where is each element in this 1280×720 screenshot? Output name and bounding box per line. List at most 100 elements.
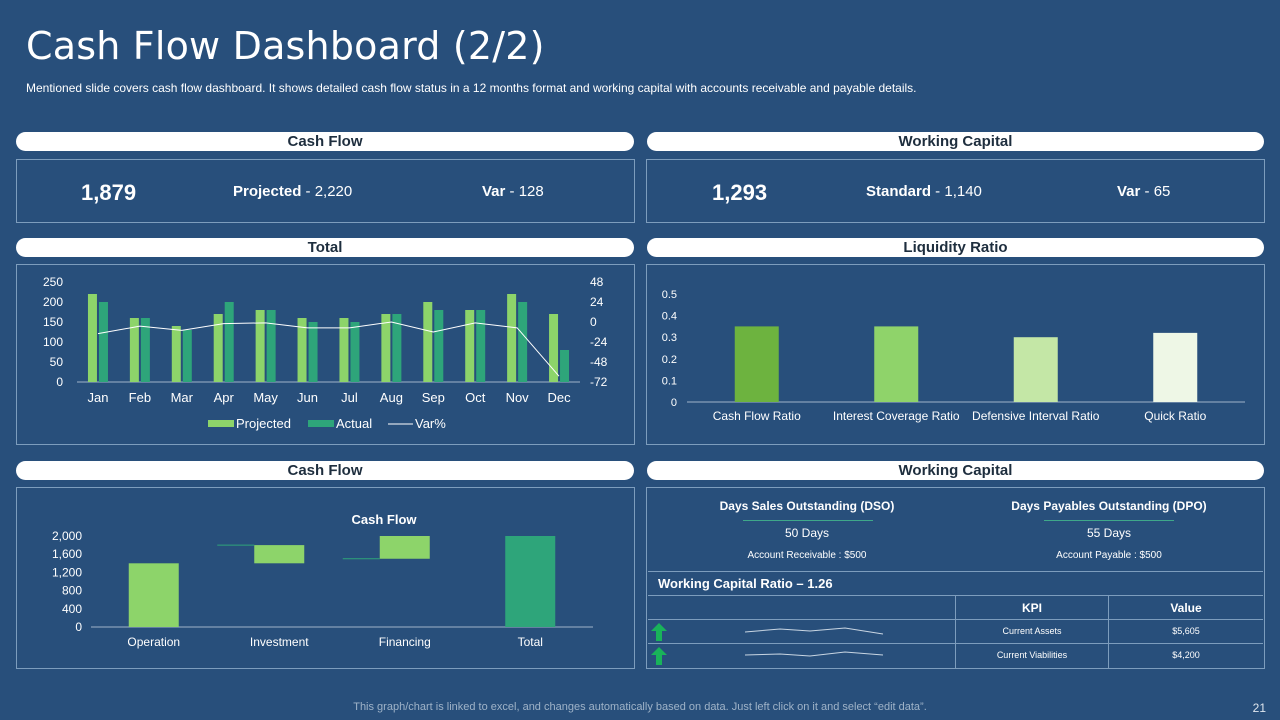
x-tick-label: Financing [379, 635, 431, 649]
projected-bar [465, 310, 475, 382]
working-capital-details-box: Days Sales Outstanding (DSO) 50 Days Acc… [646, 487, 1265, 669]
actual-bar [434, 310, 444, 382]
projected-bar [255, 310, 265, 382]
x-tick-label: Apr [214, 390, 235, 405]
dpo-sub: Account Payable : $500 [1056, 550, 1162, 561]
x-tick-label: Investment [250, 635, 309, 649]
y-tick-label: 0.4 [662, 311, 677, 323]
x-tick-label: Operation [127, 635, 180, 649]
waterfall-bar [379, 536, 430, 559]
legend-var-label: Var% [415, 416, 446, 431]
cash-flow-header: Cash Flow [16, 132, 634, 151]
actual-bar [98, 302, 108, 382]
liquidity-bar [734, 326, 779, 402]
actual-bar [266, 310, 276, 382]
working-capital-var: Var - 65 [1117, 183, 1171, 200]
legend-projected-label: Projected [236, 416, 291, 431]
x-tick-label: Cash Flow Ratio [713, 409, 801, 423]
page-subtitle: Mentioned slide covers cash flow dashboa… [26, 81, 917, 95]
working-capital-standard: Standard - 1,140 [866, 183, 982, 200]
actual-bar [308, 322, 318, 382]
projected-bar [507, 294, 517, 382]
liquidity-chart-box: 0.5 0.4 0.3 0.2 0.1 0 Cash Flow Ratio Interest … [646, 264, 1265, 445]
cash-flow-projected: Projected - 2,220 [233, 183, 353, 200]
table-header-kpi: KPI [1021, 601, 1042, 615]
projected-bar [87, 294, 97, 382]
y-tick-label: 0.5 [662, 289, 677, 301]
projected-bar [549, 314, 559, 382]
x-tick-label: Interest Coverage Ratio [833, 409, 960, 423]
actual-bar [560, 350, 570, 382]
dpo-value: 55 Days [1086, 526, 1132, 540]
working-capital-details-header: Working Capital [647, 461, 1264, 480]
actual-bar [224, 302, 234, 382]
page-number: 21 [1252, 701, 1266, 715]
y-tick-label: 400 [62, 602, 82, 616]
waterfall-bar [128, 563, 179, 627]
y-tick-label: 0.1 [662, 375, 677, 387]
y-tick-label: 1,600 [52, 547, 82, 561]
actual-bar [518, 302, 528, 382]
x-tick-label: Feb [129, 390, 151, 405]
x-tick-label: Jul [341, 390, 358, 405]
cash-flow-waterfall-header: Cash Flow [16, 461, 634, 480]
total-chart[interactable]: 250 200 150 100 50 0 48 24 0 -24 -48 -72 Jan Feb Mar Ap… [17, 265, 634, 444]
liquidity-chart[interactable]: 0.5 0.4 0.3 0.2 0.1 0 Cash Flow Ratio Interest … [647, 265, 1264, 444]
x-tick-label: Jun [297, 390, 318, 405]
cash-flow-var: Var - 128 [482, 183, 544, 200]
legend-actual-swatch [308, 420, 334, 427]
projected-bar [381, 314, 391, 382]
up-arrow-icon [651, 647, 667, 665]
actual-bar [182, 330, 192, 382]
value-cell: $4,200 [1172, 650, 1200, 660]
dso-label: Days Sales Outstanding (DSO) [719, 499, 895, 513]
working-capital-ratio: Working Capital Ratio – 1.26 [658, 576, 833, 591]
liquidity-bar [874, 326, 919, 402]
y-tick-label: 1,200 [52, 565, 82, 579]
waterfall-chart[interactable]: Cash Flow 2,000 1,600 1,200 800 400 0 Operation… [17, 488, 634, 668]
working-capital-kpi-box: 1,293 Standard - 1,140 Var - 65 [646, 159, 1265, 223]
footer-note: This graph/chart is linked to excel, and… [353, 701, 927, 713]
y-tick-label: 200 [43, 295, 63, 309]
sparkline [745, 627, 884, 635]
x-tick-label: Nov [506, 390, 530, 405]
y-tick-label: 0 [75, 620, 82, 634]
y-tick-label: 0 [671, 397, 677, 409]
waterfall-chart-box: Cash Flow 2,000 1,600 1,200 800 400 0 Operation… [16, 487, 635, 669]
legend-actual-label: Actual [336, 416, 372, 431]
working-capital-value: 1,293 [712, 180, 768, 205]
dso-divider [743, 520, 873, 521]
x-tick-label: May [253, 390, 278, 405]
y2-tick-label: -72 [590, 375, 608, 389]
y-tick-label: 0.2 [662, 354, 677, 366]
projected-bar [129, 318, 139, 382]
actual-bar [476, 310, 486, 382]
total-chart-box: 250 200 150 100 50 0 48 24 0 -24 -48 -72 Jan Feb Mar Ap… [16, 264, 635, 445]
cash-flow-value: 1,879 [81, 180, 137, 205]
x-tick-label: Oct [465, 390, 486, 405]
y-tick-label: 100 [43, 335, 63, 349]
chart-title: Cash Flow [351, 512, 417, 527]
table-col-divider-2 [1108, 595, 1109, 668]
y2-tick-label: 48 [590, 275, 604, 289]
x-tick-label: Mar [171, 390, 194, 405]
var-line [97, 321, 560, 377]
y2-tick-label: -24 [590, 335, 608, 349]
kpi-cell: Current Viabilities [996, 650, 1068, 660]
table-header-value: Value [1170, 601, 1202, 615]
liquidity-bar [1013, 337, 1058, 402]
x-tick-label: Dec [547, 390, 571, 405]
table-col-divider-1 [955, 595, 956, 668]
y2-tick-label: 24 [590, 295, 604, 309]
y-tick-label: 0 [56, 375, 63, 389]
y2-tick-label: 0 [590, 315, 597, 329]
y-tick-label: 2,000 [52, 529, 82, 543]
dso-sub: Account Receivable : $500 [747, 550, 867, 561]
actual-bar [140, 318, 150, 382]
x-tick-label: Quick Ratio [1144, 409, 1206, 423]
up-arrow-icon [651, 623, 667, 641]
projected-bar [339, 318, 349, 382]
y-tick-label: 0.3 [662, 332, 677, 344]
x-tick-label: Total [518, 635, 543, 649]
liquidity-ratio-header: Liquidity Ratio [647, 238, 1264, 257]
